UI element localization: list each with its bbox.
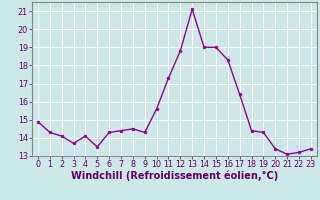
X-axis label: Windchill (Refroidissement éolien,°C): Windchill (Refroidissement éolien,°C) xyxy=(71,171,278,181)
